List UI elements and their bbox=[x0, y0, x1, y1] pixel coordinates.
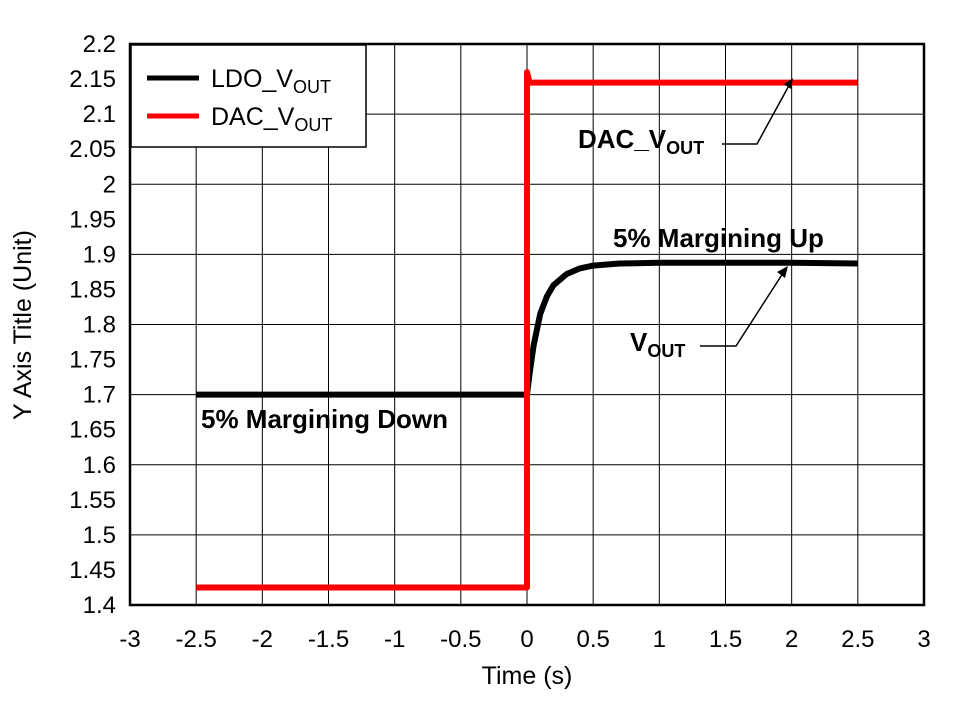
y-tick-label: 1.7 bbox=[83, 382, 116, 409]
y-tick-label: 2.1 bbox=[83, 101, 116, 128]
arrowhead-dac bbox=[784, 78, 793, 89]
y-tick-label: 1.6 bbox=[83, 452, 116, 479]
y-tick-label: 1.5 bbox=[83, 522, 116, 549]
x-tick-label: -3 bbox=[119, 626, 140, 653]
y-tick-label: 1.95 bbox=[69, 206, 116, 233]
x-tick-label: 3 bbox=[917, 626, 930, 653]
x-tick-label: 2 bbox=[785, 626, 798, 653]
y-tick-label: 2.15 bbox=[69, 66, 116, 93]
x-tick-label: -1.5 bbox=[308, 626, 349, 653]
annotation-vout: VOUT bbox=[630, 327, 685, 361]
legend: LDO_VOUT DAC_VOUT bbox=[130, 44, 367, 148]
y-tick-label: 1.9 bbox=[83, 241, 116, 268]
annotation-dac-vout: DAC_VOUT bbox=[578, 124, 704, 158]
x-tick-label: 2.5 bbox=[841, 626, 874, 653]
y-tick-label: 1.75 bbox=[69, 347, 116, 374]
y-tick-label: 1.85 bbox=[69, 276, 116, 303]
legend-label-ldo: LDO_VOUT bbox=[211, 65, 331, 97]
y-tick-label: 2.2 bbox=[83, 31, 116, 58]
y-tick-label: 1.65 bbox=[69, 417, 116, 444]
arrowhead-vout bbox=[777, 266, 788, 278]
series-line-dac-vout bbox=[196, 69, 858, 591]
x-tick-label: -2 bbox=[252, 626, 273, 653]
x-tick-labels: -3 -2.5 -2 -1.5 -1 -0.5 0 0.5 1 1.5 2 2.5 3 bbox=[119, 626, 930, 653]
x-axis-title: Time (s) bbox=[482, 662, 573, 690]
x-tick-label: -2.5 bbox=[175, 626, 216, 653]
y-tick-label: 1.4 bbox=[83, 592, 116, 619]
x-tick-label: 0.5 bbox=[576, 626, 609, 653]
legend-box bbox=[130, 44, 367, 148]
x-tick-label: -0.5 bbox=[440, 626, 481, 653]
arrow-leader-vout bbox=[700, 269, 786, 347]
plot-frame bbox=[128, 42, 926, 607]
y-axis-title: Y Axis Title (Unit) bbox=[9, 230, 37, 420]
annotation-margining-down: 5% Margining Down bbox=[201, 404, 448, 434]
y-tick-label: 1.55 bbox=[69, 487, 116, 514]
x-tick-label: 1 bbox=[653, 626, 666, 653]
legend-label-dac: DAC_VOUT bbox=[211, 103, 332, 135]
arrow-leader-dac bbox=[722, 79, 793, 145]
y-tick-label: 1.8 bbox=[83, 312, 116, 339]
y-tick-label: 2.05 bbox=[69, 136, 116, 163]
x-tick-label: 0 bbox=[520, 626, 533, 653]
series-line-ldo-vout bbox=[196, 259, 858, 398]
y-tick-labels: 1.4 1.45 1.5 1.55 1.6 1.65 1.7 1.75 1.8 1.85 1.9 1.… bbox=[69, 31, 116, 619]
x-tick-label: -1 bbox=[384, 626, 405, 653]
annotation-margining-up: 5% Margining Up bbox=[613, 223, 824, 253]
y-tick-label: 1.45 bbox=[69, 557, 116, 584]
series-layer bbox=[196, 69, 858, 591]
x-tick-label: 1.5 bbox=[709, 626, 742, 653]
y-tick-label: 2 bbox=[103, 171, 116, 198]
